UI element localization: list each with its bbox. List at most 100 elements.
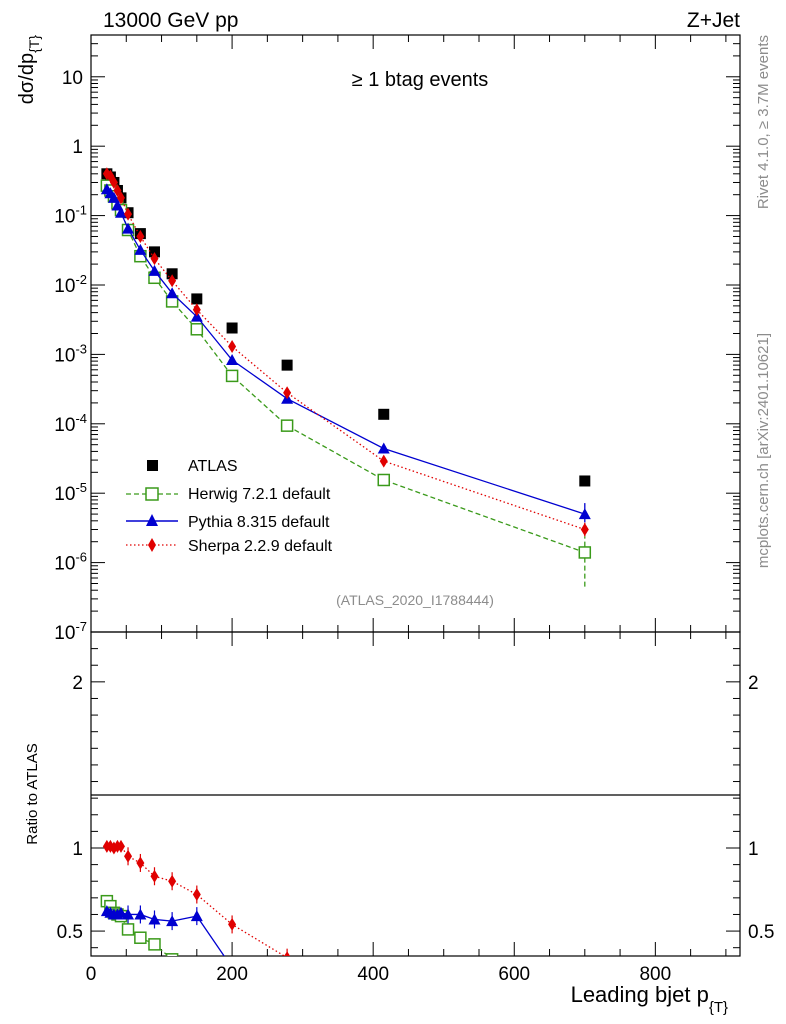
main-y-axis-title-sub: {T} [26,35,42,53]
x-tick-label: 0 [86,964,97,985]
main-y-tick-exponent: -4 [75,411,87,426]
main-point-sherpa [283,386,292,400]
ratio-point-sherpa [284,951,291,956]
main-point-pythia [107,191,120,203]
main-point-sherpa [228,339,237,353]
ratio-y-tick-label: 0.5 [57,922,83,943]
main-y-tick-base: 10 [54,207,75,228]
main-y-tick-label: 10-7 [54,619,87,644]
analysis-watermark: (ATLAS_2020_I1788444) [336,592,494,608]
ratio-point-herwig [134,931,147,944]
ratio-y-axis-title: Ratio to ATLAS [24,743,41,844]
main-y-tick-base: 10 [54,484,75,505]
main-point-sherpa [379,454,388,468]
ratio-y-tick-label: 2 [72,673,83,694]
main-y-axis-title-main: dσ/dp [16,53,38,104]
ratio-point-herwig [121,923,135,936]
ratio-y-tick-label-right: 0.5 [748,922,774,943]
main-y-tick-exponent: -6 [75,550,87,565]
ratio-point-pythia [134,908,147,920]
main-y-tick-label: 10-3 [54,341,87,366]
legend-label-atlas: ATLAS [188,458,238,475]
legend-marker-pythia [146,514,158,526]
main-y-tick-exponent: -1 [75,203,87,218]
ratio-point-sherpa [168,874,177,888]
main-point-herwig [578,546,592,559]
legend-marker-sherpa [148,538,156,552]
legend-label-sherpa: Sherpa 2.2.9 default [188,538,333,555]
main-y-tick-base: 10 [54,276,75,297]
ratio-point-sherpa [192,888,201,902]
x-tick-label: 400 [357,964,389,985]
main-point-pythia [226,354,239,366]
ratio-point-sherpa [136,856,145,870]
main-y-tick-base: 10 [54,554,75,575]
main-y-tick-label: 10 [62,68,83,89]
main-point-sherpa [116,191,125,205]
main-point-sherpa [192,303,201,317]
ratio-point-pythia [190,910,203,922]
legend: ATLAS Herwig 7.2.1 default Pythia 8.315 … [126,458,333,555]
rivet-version-label: Rivet 4.1.0, ≥ 3.7M events [755,35,772,209]
main-point-sherpa [136,229,145,243]
main-point-herwig [377,473,391,487]
main-y-tick-label: 10-5 [54,480,87,505]
ratio-y-tick-label-right: 2 [748,673,759,694]
ratio-point-herwig [165,953,179,956]
main-point-sherpa [124,207,133,221]
main-series-line-herwig [106,185,586,554]
series-layer [100,167,592,956]
main-y-tick-label: 10-4 [54,411,87,436]
main-point-pythia [578,508,591,520]
main-y-tick-base: 10 [62,68,83,89]
main-y-tick-label: 1 [72,137,83,158]
main-series-line-sherpa [106,173,586,531]
ratio-point-sherpa [150,869,159,883]
main-point-pythia [148,264,161,276]
main-point-atlas [166,268,178,280]
main-point-sherpa [150,252,159,266]
ratio-point-sherpa [228,917,237,931]
main-y-tick-exponent: -5 [75,480,87,495]
mcplots-source-label: mcplots.cern.ch [arXiv:2401.10621] [755,333,772,568]
main-point-atlas [378,408,390,420]
selection-annotation: ≥ 1 btag events [352,69,489,91]
main-y-axis-title: dσ/dp{T} [16,35,42,105]
main-y-tick-base: 10 [54,345,75,366]
main-point-pythia [122,222,135,234]
main-point-pythia [166,287,179,299]
main-point-sherpa [113,183,122,197]
main-y-tick-label: 10-6 [54,550,87,575]
main-point-atlas [191,293,203,305]
ratio-point-herwig [148,938,161,951]
main-y-tick-base: 1 [72,137,83,158]
ratio-series-group [100,839,291,956]
process-label: Z+Jet [687,9,740,32]
main-y-tick-exponent: -2 [75,272,87,287]
legend-marker-herwig [145,487,159,501]
main-point-atlas [281,359,293,371]
x-tick-label: 200 [216,964,248,985]
ratio-point-pythia [148,913,161,925]
ratio-y-tick-label-right: 1 [748,839,759,860]
main-point-pythia [134,243,147,255]
x-axis-title: Leading bjet p{T} [571,982,728,1016]
ratio-point-sherpa [116,839,125,853]
main-y-tick-exponent: -3 [75,341,87,356]
main-point-herwig [225,369,239,383]
ratio-point-pythia [166,915,179,927]
x-axis-title-sub: {T} [709,999,728,1016]
main-point-sherpa [168,274,177,288]
main-point-atlas [226,322,238,334]
main-series-line-pythia [106,188,586,515]
main-point-herwig [280,419,294,432]
main-y-tick-base: 10 [54,415,75,436]
energy-label: 13000 GeV pp [103,9,238,32]
main-point-atlas [579,475,591,487]
main-point-atlas [148,246,160,258]
x-axis-title-main: Leading bjet p [571,982,709,1007]
main-y-tick-label: 10-1 [54,203,87,228]
x-tick-label: 800 [639,964,671,985]
x-tick-label: 600 [498,964,530,985]
